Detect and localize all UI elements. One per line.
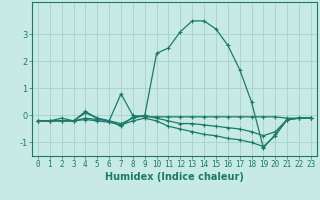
- X-axis label: Humidex (Indice chaleur): Humidex (Indice chaleur): [105, 172, 244, 182]
